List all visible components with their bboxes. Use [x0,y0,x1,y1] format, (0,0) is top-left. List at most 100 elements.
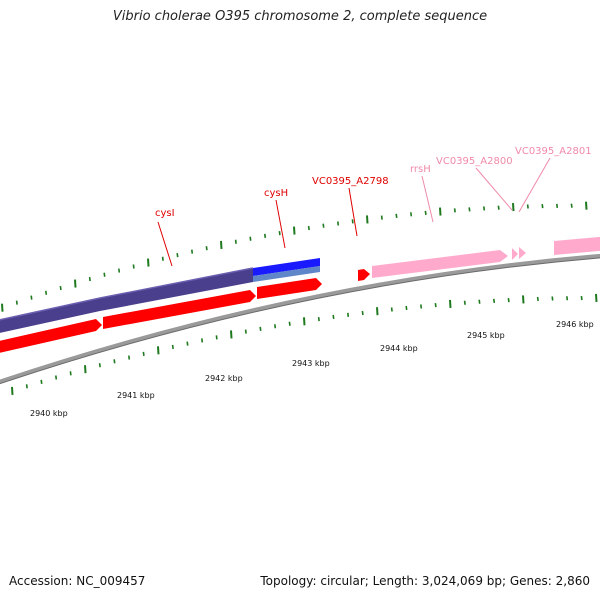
feature-cysH-highlight-light [253,266,320,282]
outer-tick [424,210,427,215]
inner-tick [55,375,58,380]
feature-cds-2 [103,290,256,329]
connector-cysH [275,199,286,249]
inner-tick [463,300,466,305]
outer-tick [468,207,471,212]
outer-tick [45,290,48,295]
inner-tick [566,296,569,301]
outer-tick [351,219,354,224]
inner-tick [420,304,423,309]
outer-tick [220,240,223,249]
inner-tick [157,346,160,355]
outer-tick [59,285,62,291]
outer-tick [191,249,194,254]
scale-label-2944: 2944 kbp [380,344,418,353]
feature-cds-3 [257,278,322,299]
outer-tick [512,202,515,212]
inner-tick [69,371,72,376]
inner-tick [405,305,408,311]
inner-tick [303,317,306,326]
outer-tick [293,226,296,235]
feature-vc2798 [358,269,370,281]
inner-tick [274,324,277,329]
scale-label-2945: 2945 kbp [467,331,505,340]
outer-tick [483,206,486,211]
connector-vc2798 [348,187,358,237]
inner-tick [84,365,87,374]
outer-tick [556,203,559,208]
outer-tick [30,295,33,300]
outer-tick [88,276,91,282]
outer-tick [161,256,164,261]
outer-tick [132,264,135,269]
inner-tick-row [11,293,598,395]
inner-tick [332,314,335,320]
inner-tick [259,326,262,331]
scale-label-2943: 2943 kbp [292,359,330,368]
inner-tick [171,344,174,350]
inner-tick [40,379,43,384]
outer-tick [103,272,106,277]
outer-tick [497,205,500,210]
outer-tick [264,233,267,238]
outer-tick [526,204,529,209]
gene-label-vc2800: VC0395_A2800 [436,156,513,167]
outer-tick [307,225,310,231]
inner-tick [11,386,14,395]
outer-tick [453,208,456,213]
outer-tick [439,207,442,216]
inner-tick [317,316,320,322]
outer-tick [337,221,340,226]
feature-cysI-complement-top [0,267,254,321]
gene-label-vc2801: VC0395_A2801 [515,146,592,157]
outer-tick [322,223,325,228]
inner-tick [376,307,379,316]
feature-cds-1 [0,319,102,353]
feature-vc2800 [512,248,518,260]
gene-label-vc2798: VC0395_A2798 [312,176,389,187]
gene-label-cysH: cysH [264,188,288,199]
outer-tick [541,203,544,209]
inner-tick [361,310,364,316]
accession-text: Accession: NC_009457 [9,574,146,588]
inner-tick [536,296,539,302]
feature-vc2801 [519,247,526,259]
connector-vc2800 [475,167,513,211]
inner-tick [434,303,437,308]
inner-tick [244,329,247,334]
inner-tick [113,359,116,364]
inner-tick [449,299,452,308]
outer-tick [118,268,121,273]
inner-tick [478,299,481,304]
feature-cysH-highlight [253,258,320,276]
outer-tick [249,236,252,241]
outer-tick-row [1,201,588,312]
connector-vc2801 [518,157,551,213]
inner-tick [551,296,554,301]
outer-tick [395,213,398,218]
outer-tick [176,253,179,258]
inner-tick [288,321,291,326]
connector-rrsH [421,175,434,223]
inner-tick [580,295,583,301]
chromosome-backbone [0,253,600,384]
inner-tick [390,307,393,312]
sequence-stats: Topology: circular; Length: 3,024,069 bp… [260,574,590,588]
inner-tick [186,341,189,346]
outer-tick [585,201,588,210]
outer-tick [410,212,413,217]
outer-tick [366,215,369,224]
outer-tick [74,279,77,288]
inner-tick [142,351,145,356]
map-title: Vibrio cholerae O395 chromosome 2, compl… [112,9,488,24]
inner-tick [347,312,350,318]
gene-label-cysI: cysI [155,208,175,219]
outer-tick [147,258,150,267]
feature-rrna-right [554,236,600,255]
scale-label-2942: 2942 kbp [205,374,243,383]
outer-tick [278,231,281,236]
outer-tick [205,246,208,251]
scale-label-2940: 2940 kbp [30,409,68,418]
feature-cysI-complement [0,268,253,333]
